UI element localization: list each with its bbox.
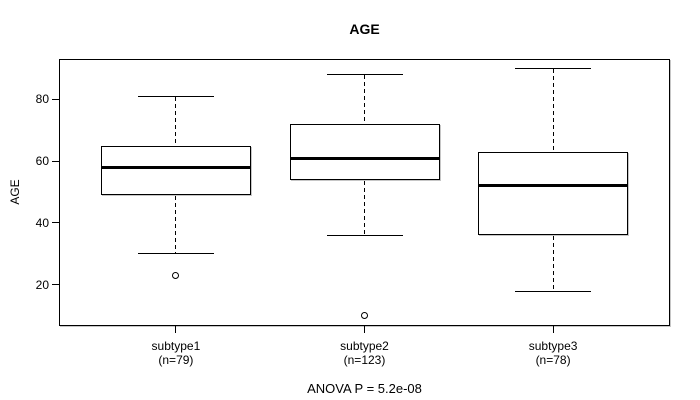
group-label: subtype1 (n=79) <box>96 339 256 367</box>
x-tick-mark <box>364 326 365 333</box>
lower-whisker-cap <box>137 253 214 255</box>
upper-whisker-cap <box>515 67 592 69</box>
group-label: subtype3 (n=78) <box>473 339 633 367</box>
y-tick-label: 40 <box>35 215 49 230</box>
group-label: subtype2 (n=123) <box>285 339 445 367</box>
median-line <box>100 165 251 169</box>
y-tick-mark <box>52 222 59 224</box>
outlier-point <box>361 312 368 320</box>
lower-whisker-line <box>175 196 177 254</box>
group-label-count: (n=79) <box>158 353 194 367</box>
lower-whisker-line <box>364 180 365 236</box>
x-tick-mark <box>175 326 177 333</box>
y-tick-label: 20 <box>35 277 49 292</box>
upper-whisker-line <box>552 69 554 152</box>
lower-whisker-cap <box>515 290 592 292</box>
outlier-point <box>172 272 180 280</box>
y-tick-label: 80 <box>35 92 49 107</box>
upper-whisker-line <box>364 75 365 124</box>
group-label-name: subtype2 <box>340 339 389 353</box>
y-tick-mark <box>52 284 59 286</box>
lower-whisker-cap <box>326 234 403 236</box>
upper-whisker-line <box>175 97 177 146</box>
y-tick-mark <box>52 98 59 100</box>
group-label-name: subtype3 <box>528 339 578 353</box>
median-line <box>289 156 440 160</box>
median-line <box>478 184 629 188</box>
iqr-box <box>289 123 440 180</box>
group-label-count: (n=123) <box>343 353 386 367</box>
y-tick-mark <box>52 160 59 162</box>
iqr-box <box>100 145 251 196</box>
group-label-name: subtype1 <box>151 339 201 353</box>
anova-annotation: ANOVA P = 5.2e-08 <box>307 381 422 396</box>
chart-title: AGE <box>349 21 380 37</box>
iqr-box <box>478 151 629 236</box>
group-label-count: (n=78) <box>535 353 571 367</box>
x-tick-mark <box>552 326 554 333</box>
upper-whisker-cap <box>137 95 214 97</box>
y-tick-label: 60 <box>35 154 49 169</box>
upper-whisker-cap <box>326 73 403 75</box>
lower-whisker-line <box>552 236 554 292</box>
